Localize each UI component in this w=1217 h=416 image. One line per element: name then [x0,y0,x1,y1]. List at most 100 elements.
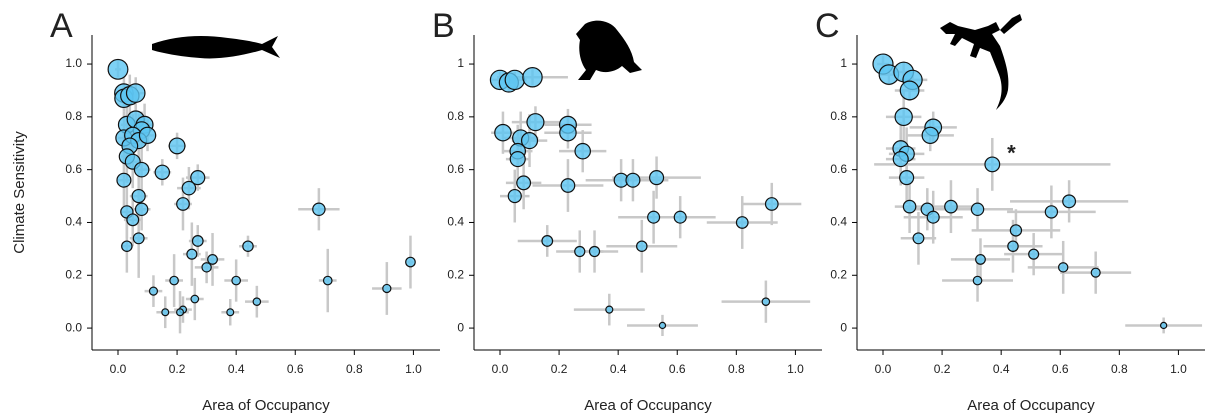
lizard-hand [1000,14,1022,34]
point [892,151,909,168]
point [1057,262,1069,273]
y-tick-label: 0 [457,320,464,334]
y-tick-label: 0.6 [830,162,847,176]
point [507,188,522,204]
x-tick-label: 1.0 [787,362,804,376]
point [520,132,539,150]
y-tick-label: 0.8 [65,109,82,123]
point [975,254,986,265]
x-tick-label: 0.0 [492,362,509,376]
point [226,308,235,317]
point [1028,248,1040,260]
x-axis-label: Area of Occupancy [967,397,1095,414]
point [588,245,601,258]
point [673,210,687,224]
x-tick-label: 0.0 [110,362,127,376]
x-tick-label: 0.4 [993,362,1010,376]
point [926,210,940,224]
point [1007,240,1019,253]
point [322,275,333,286]
x-tick-label: 0.8 [728,362,745,376]
y-tick-label: 0 [840,320,847,334]
point [605,305,614,314]
point [148,286,159,296]
y-tick-label: 0.0 [65,320,82,334]
point [921,126,939,145]
point [574,142,592,160]
point [107,58,129,80]
point [516,175,532,191]
point [126,213,140,227]
point [405,256,416,268]
x-axis-label: Area of Occupancy [584,397,712,414]
point [252,297,262,306]
point [132,232,145,245]
point [899,80,920,101]
point [382,283,392,294]
x-tick-label: 0.6 [1052,362,1069,376]
point [1090,267,1101,278]
point [625,172,641,188]
point [116,172,132,188]
y-tick-label: 0.4 [65,215,82,229]
x-tick-label: 0.6 [669,362,686,376]
point [494,123,512,142]
point [648,169,665,186]
point [560,178,576,193]
y-tick-label: 1 [457,56,464,70]
x-tick-label: 0.4 [228,362,245,376]
y-tick-label: 0.2 [447,267,464,281]
point [133,161,150,178]
point [134,202,149,217]
point [902,199,917,214]
point [764,197,779,211]
panel-letter: B [432,7,455,45]
lizard-silhouette [940,22,1009,110]
y-tick-label: 0.4 [830,215,847,229]
point [735,216,749,229]
point [121,240,133,253]
point [1062,194,1077,209]
point [522,66,543,88]
y-tick-label: 1.0 [65,56,82,70]
point [526,113,545,132]
point [231,275,242,286]
x-tick-label: 1.0 [1170,362,1187,376]
point [242,240,254,253]
point [131,188,146,204]
x-axis-label: Area of Occupancy [202,397,330,414]
x-tick-label: 0.2 [551,362,568,376]
point [647,210,661,224]
point [658,321,667,330]
point [181,180,197,196]
x-tick-label: 0.6 [287,362,304,376]
y-tick-label: 0.8 [447,109,464,123]
x-tick-label: 0.2 [934,362,951,376]
x-tick-label: 1.0 [405,362,422,376]
point [207,254,218,265]
point [190,169,206,186]
y-tick-label: 1 [840,56,847,70]
x-tick-label: 0.2 [169,362,186,376]
point [186,248,198,260]
point [912,232,925,245]
point [176,197,190,211]
point [201,262,212,273]
point [984,156,1001,173]
y-tick-label: 0.6 [447,162,464,176]
x-tick-label: 0.0 [875,362,892,376]
x-tick-label: 0.8 [346,362,363,376]
point [559,123,577,142]
point [970,202,985,217]
y-tick-label: 0.2 [65,267,82,281]
panel-letter: A [50,7,73,45]
point [541,235,554,247]
x-tick-label: 0.8 [1111,362,1128,376]
point [899,169,915,186]
point [894,107,913,127]
point [190,294,200,304]
x-tick-label: 0.4 [610,362,627,376]
point [154,164,171,181]
